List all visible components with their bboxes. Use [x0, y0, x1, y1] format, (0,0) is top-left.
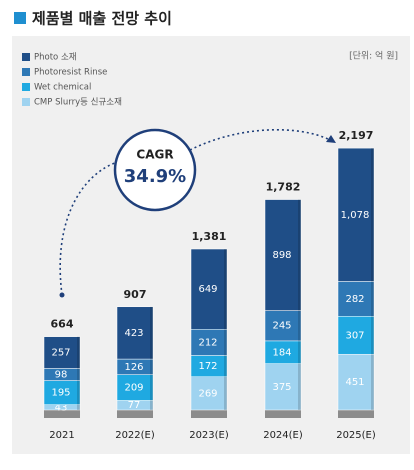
bar-side	[298, 199, 301, 311]
data-label: 98	[55, 370, 68, 381]
bar-base	[265, 410, 301, 418]
bar-side	[224, 249, 227, 330]
bar-side	[298, 363, 301, 410]
legend-swatch	[22, 83, 30, 91]
x-tick-label: 2022(E)	[115, 430, 155, 441]
chart-title: 제품별 매출 전망 추이	[32, 10, 172, 28]
bar-side	[224, 355, 227, 377]
x-tick-label: 2021	[49, 430, 74, 441]
data-label: 195	[51, 388, 70, 399]
legend-label: Photoresist Rinse	[34, 68, 107, 78]
cagr-value: 34.9%	[124, 166, 186, 187]
total-label: 907	[124, 288, 147, 301]
data-label: 423	[124, 328, 143, 339]
legend-label: CMP Slurry등 신규소재	[34, 98, 122, 108]
bar-side	[150, 374, 153, 401]
bar-side	[77, 336, 80, 369]
x-tick-label: 2025(E)	[336, 430, 376, 441]
title-icon	[14, 12, 26, 24]
data-label: 212	[198, 337, 217, 348]
bar-side	[224, 376, 227, 410]
data-label: 245	[272, 321, 291, 332]
bar-base	[44, 410, 80, 418]
bar-segment	[337, 316, 375, 355]
bar-side	[150, 359, 153, 375]
data-label: 257	[51, 348, 70, 359]
total-label: 1,782	[266, 181, 301, 194]
bar-side	[298, 310, 301, 341]
legend-swatch	[22, 68, 30, 76]
cagr-label: CAGR	[136, 148, 173, 162]
bar-segment	[116, 374, 154, 401]
bar-segment	[337, 281, 375, 317]
bar-side	[371, 316, 374, 355]
bar-segment	[190, 248, 228, 330]
legend-swatch	[22, 53, 30, 61]
data-label: 375	[272, 382, 291, 393]
bar-side	[298, 340, 301, 364]
data-label: 898	[272, 250, 291, 261]
data-label: 77	[128, 400, 141, 411]
bar-side	[371, 148, 374, 282]
bar-side	[224, 329, 227, 356]
legend-swatch	[22, 98, 30, 106]
bar-base	[117, 410, 153, 418]
data-label: 126	[124, 362, 143, 373]
total-label: 2,197	[339, 129, 374, 142]
arrow-start	[59, 292, 65, 298]
data-label: 269	[198, 388, 217, 399]
bar-side	[77, 404, 80, 410]
data-label: 184	[272, 347, 291, 358]
bar-segment	[190, 329, 228, 356]
unit-label: [단위: 억 원]	[349, 50, 398, 62]
data-label: 282	[345, 294, 364, 305]
bar-segment	[116, 306, 154, 360]
bar-side	[77, 380, 80, 405]
bar-segment	[43, 336, 81, 369]
bar-side	[371, 354, 374, 410]
bar-side	[371, 281, 374, 317]
data-label: 1,078	[341, 210, 370, 221]
x-tick-label: 2024(E)	[263, 430, 303, 441]
data-label: 649	[198, 284, 217, 295]
x-tick-label: 2023(E)	[189, 430, 229, 441]
bar-base	[191, 410, 227, 418]
data-label: 43	[55, 402, 68, 413]
bar-segment	[337, 353, 375, 411]
bar-side	[77, 368, 80, 381]
bar-segment	[264, 310, 302, 342]
total-label: 664	[51, 318, 74, 331]
legend-label: Photo 소재	[34, 53, 77, 63]
bar-base	[338, 410, 374, 418]
legend-label: Wet chemical	[34, 83, 91, 93]
bar-side	[150, 400, 153, 410]
bar-segment	[264, 199, 302, 311]
data-label: 451	[345, 377, 364, 388]
bar-segment	[337, 147, 375, 282]
data-label: 209	[124, 383, 143, 394]
data-label: 172	[198, 361, 217, 372]
arrow-head	[326, 135, 336, 143]
total-label: 1,381	[192, 230, 227, 243]
bar-segment	[43, 380, 81, 405]
bar-segment	[190, 376, 228, 411]
data-label: 307	[345, 330, 364, 341]
cagr-badge	[113, 128, 197, 212]
bar-side	[150, 306, 153, 360]
